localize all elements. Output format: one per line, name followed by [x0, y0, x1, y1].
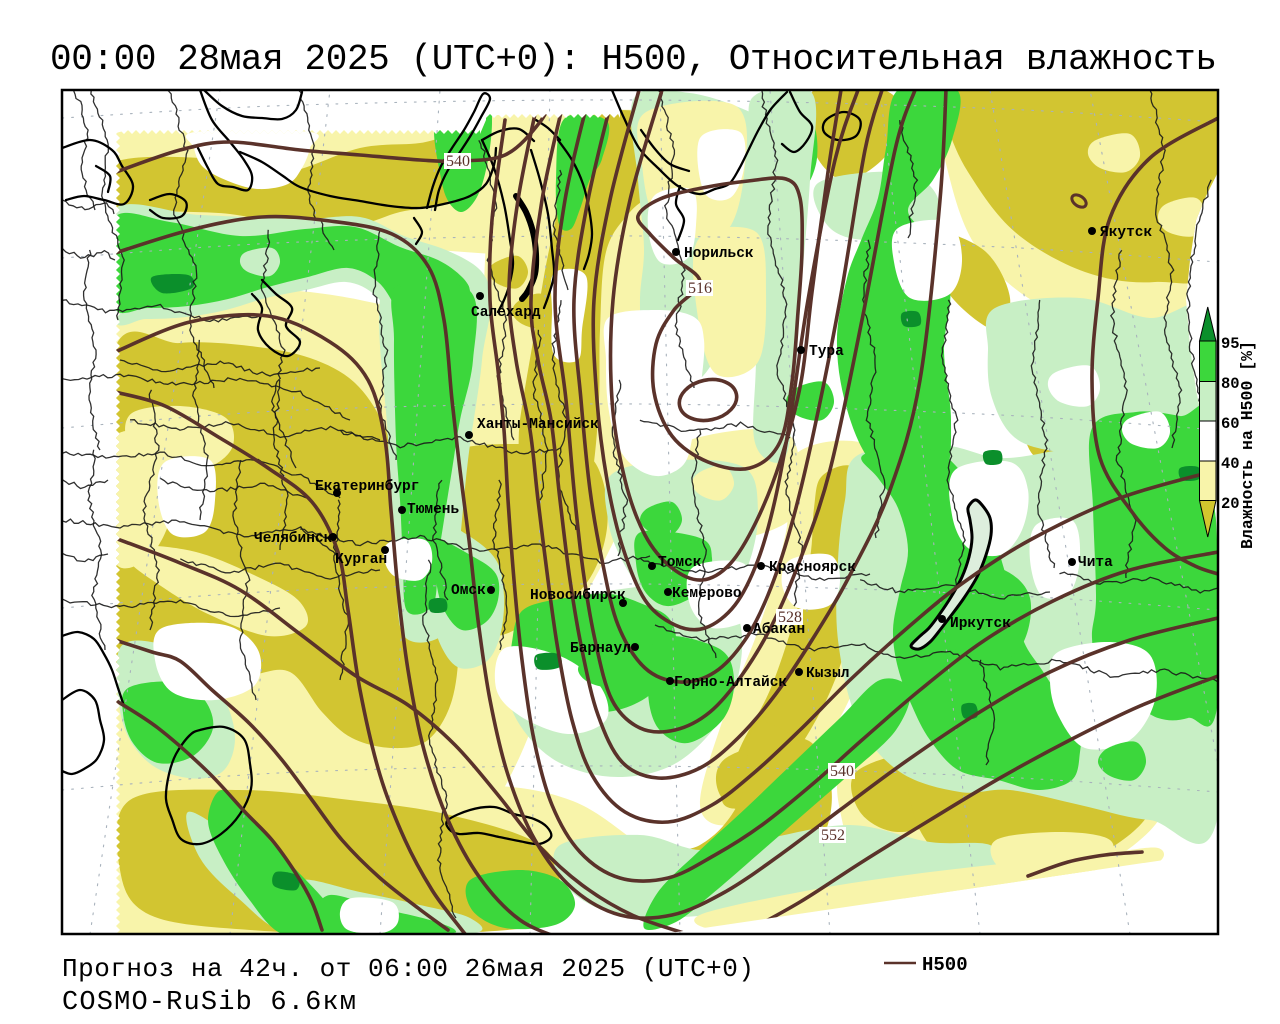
svg-text:540: 540: [830, 763, 854, 780]
svg-text:Омск: Омск: [451, 583, 486, 599]
svg-text:Екатеринбург: Екатеринбург: [315, 479, 419, 495]
svg-text:Барнаул: Барнаул: [570, 641, 631, 657]
svg-text:Чита: Чита: [1078, 555, 1113, 571]
svg-text:Якутск: Якутск: [1100, 225, 1153, 241]
svg-text:Челябинск: Челябинск: [254, 531, 333, 547]
svg-text:552: 552: [821, 827, 845, 844]
svg-text:Кемерово: Кемерово: [672, 586, 742, 602]
svg-text:528: 528: [778, 609, 802, 626]
svg-text:Кызыл: Кызыл: [806, 666, 850, 682]
svg-text:Прогноз на 42ч. от 06:00 26мая: Прогноз на 42ч. от 06:00 26мая 2025 (UTC…: [62, 954, 754, 984]
svg-text:20: 20: [1221, 495, 1240, 513]
svg-text:Новосибирск: Новосибирск: [530, 588, 626, 604]
svg-text:40: 40: [1221, 455, 1240, 473]
svg-text:COSMO-RuSib 6.6км: COSMO-RuSib 6.6км: [62, 988, 356, 1018]
svg-text:Салехард: Салехард: [471, 305, 541, 321]
svg-text:H500: H500: [922, 954, 968, 976]
svg-text:Курган: Курган: [335, 552, 387, 568]
svg-text:Влажность на H500 [%]: Влажность на H500 [%]: [1238, 341, 1257, 549]
svg-text:Горно-Алтайск: Горно-Алтайск: [674, 675, 787, 691]
svg-text:Тюмень: Тюмень: [407, 502, 460, 518]
svg-text:Норильск: Норильск: [684, 246, 754, 262]
svg-text:Ханты-Мансийск: Ханты-Мансийск: [477, 417, 599, 433]
svg-text:00:00 28мая 2025 (UTC+0): H500: 00:00 28мая 2025 (UTC+0): H500, Относите…: [50, 39, 1217, 80]
svg-text:Тура: Тура: [809, 344, 844, 360]
svg-text:80: 80: [1221, 375, 1240, 393]
svg-text:516: 516: [688, 280, 712, 297]
svg-text:Красноярск: Красноярск: [769, 560, 856, 576]
svg-text:Абакан: Абакан: [753, 622, 805, 638]
svg-text:60: 60: [1221, 415, 1240, 433]
svg-text:Иркутск: Иркутск: [950, 616, 1011, 632]
svg-text:540: 540: [446, 153, 470, 170]
svg-text:95: 95: [1221, 335, 1240, 353]
svg-text:Томск: Томск: [658, 555, 702, 571]
